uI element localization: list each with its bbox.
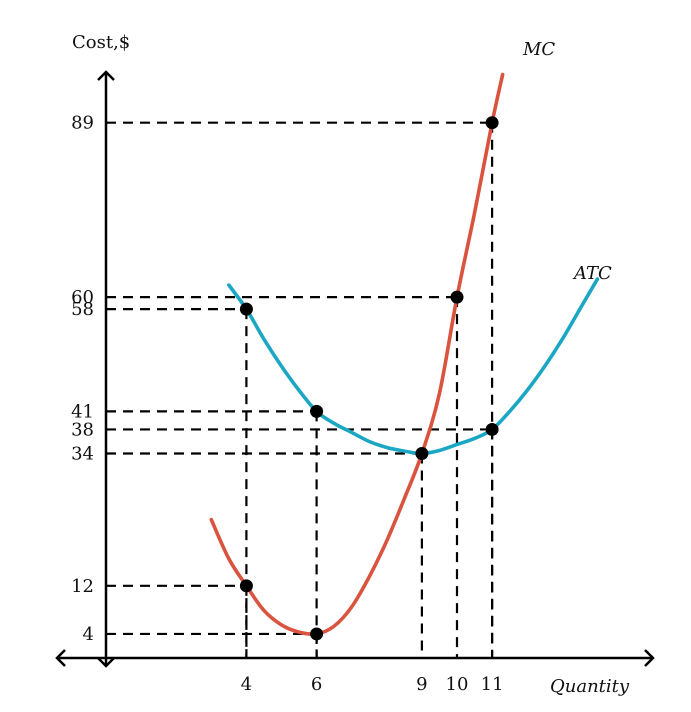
mc-curve-label: MC [522, 39, 555, 60]
y-tick-label-38: 38 [71, 419, 94, 440]
chart-labels: Cost,$ Quantity MC ATC [72, 32, 630, 697]
x-tick-label-10: 10 [446, 674, 469, 695]
axes [55, 70, 655, 668]
y-axis-arrow-down-icon [97, 657, 115, 668]
y-tick-label-4: 4 [83, 624, 94, 645]
point-11-38 [485, 422, 499, 436]
point-11-89 [485, 116, 499, 130]
mc-curve [209, 72, 505, 637]
x-tick-label-6: 6 [311, 674, 322, 695]
x-axis-arrow-left-icon [55, 649, 66, 667]
y-tick-label-34: 34 [71, 444, 94, 465]
y-tick-label-41: 41 [71, 401, 94, 422]
y-axis-title: Cost,$ [72, 32, 130, 53]
cost-curves [209, 72, 600, 637]
atc-curve [227, 277, 600, 456]
y-tick-label-12: 12 [71, 576, 94, 597]
x-tick-label-11: 11 [481, 674, 504, 695]
atc-curve-label: ATC [572, 263, 612, 284]
point-4-58 [239, 302, 253, 316]
point-6-4 [310, 627, 324, 641]
point-10-60 [450, 290, 464, 304]
point-4-12 [239, 579, 253, 593]
x-axis-arrow-right-icon [644, 649, 655, 667]
y-tick-label-89: 89 [71, 113, 94, 134]
point-6-41 [310, 404, 324, 418]
x-axis-title: Quantity [550, 676, 630, 697]
y-tick-label-60: 60 [71, 287, 94, 308]
y-axis-arrow-up-icon [97, 70, 115, 81]
dashed-guide-lines [106, 121, 494, 658]
x-tick-label-4: 4 [241, 674, 252, 695]
x-tick-label-9: 9 [416, 674, 427, 695]
marked-points [239, 116, 499, 641]
y-tick-label-58: 58 [71, 299, 94, 320]
point-9-34 [415, 447, 429, 461]
